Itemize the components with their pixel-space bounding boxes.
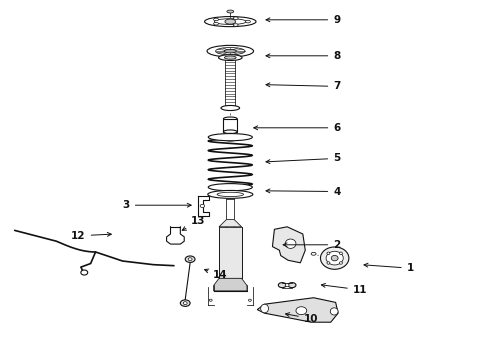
Ellipse shape — [285, 239, 296, 248]
Ellipse shape — [208, 190, 253, 198]
Text: 1: 1 — [364, 263, 414, 273]
Ellipse shape — [330, 308, 338, 315]
Ellipse shape — [245, 21, 250, 23]
Ellipse shape — [327, 262, 330, 264]
Ellipse shape — [183, 302, 187, 305]
Bar — [223, 119, 237, 132]
Text: 13: 13 — [182, 216, 206, 230]
Text: 4: 4 — [266, 186, 341, 197]
Ellipse shape — [185, 256, 195, 262]
Ellipse shape — [233, 24, 238, 26]
Ellipse shape — [221, 105, 240, 111]
Ellipse shape — [223, 117, 237, 121]
Ellipse shape — [340, 252, 343, 255]
Ellipse shape — [224, 56, 236, 59]
Ellipse shape — [296, 307, 307, 315]
Text: 9: 9 — [266, 15, 341, 25]
Ellipse shape — [331, 256, 338, 261]
Ellipse shape — [208, 184, 252, 191]
Ellipse shape — [233, 17, 238, 19]
Text: 14: 14 — [204, 269, 228, 280]
Text: 8: 8 — [266, 51, 341, 61]
Ellipse shape — [200, 204, 205, 207]
Text: 7: 7 — [266, 81, 341, 91]
Ellipse shape — [227, 10, 234, 13]
Polygon shape — [257, 298, 338, 322]
Polygon shape — [214, 278, 247, 291]
Text: 10: 10 — [286, 313, 318, 324]
Bar — [219, 227, 242, 278]
Ellipse shape — [311, 252, 316, 255]
Ellipse shape — [225, 19, 236, 24]
Text: 12: 12 — [71, 231, 111, 241]
Polygon shape — [219, 220, 242, 227]
Ellipse shape — [340, 262, 343, 264]
Ellipse shape — [216, 48, 245, 55]
Ellipse shape — [326, 251, 343, 265]
Ellipse shape — [327, 252, 330, 255]
Ellipse shape — [248, 299, 251, 301]
Ellipse shape — [219, 55, 242, 60]
Ellipse shape — [224, 49, 236, 53]
Ellipse shape — [217, 192, 244, 197]
Polygon shape — [272, 227, 305, 263]
Ellipse shape — [214, 22, 219, 25]
Ellipse shape — [207, 45, 254, 57]
Text: 3: 3 — [122, 200, 191, 210]
Ellipse shape — [288, 283, 296, 288]
Ellipse shape — [223, 130, 237, 134]
Ellipse shape — [225, 133, 235, 136]
Ellipse shape — [208, 134, 252, 141]
Text: 2: 2 — [283, 240, 341, 250]
Ellipse shape — [214, 19, 246, 24]
Ellipse shape — [261, 304, 269, 313]
Ellipse shape — [81, 270, 88, 275]
Ellipse shape — [180, 300, 190, 306]
Text: 11: 11 — [321, 283, 368, 295]
Ellipse shape — [225, 138, 235, 141]
Ellipse shape — [278, 283, 286, 288]
Ellipse shape — [285, 284, 289, 287]
Ellipse shape — [205, 17, 256, 27]
Ellipse shape — [188, 258, 192, 261]
Text: 5: 5 — [266, 153, 341, 163]
Ellipse shape — [320, 247, 349, 269]
Ellipse shape — [214, 18, 219, 21]
Text: 6: 6 — [254, 123, 341, 133]
Ellipse shape — [209, 299, 212, 301]
